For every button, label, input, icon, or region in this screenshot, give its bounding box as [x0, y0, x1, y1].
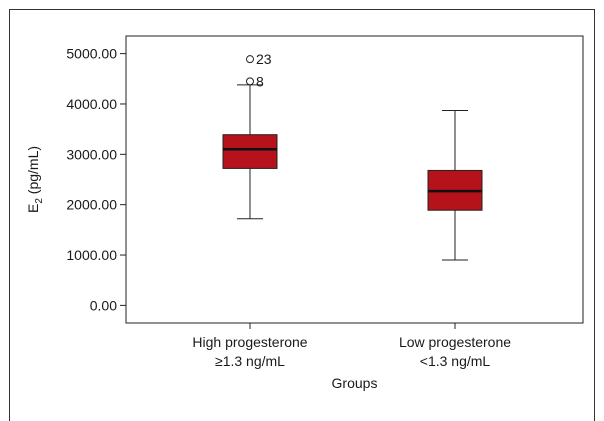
y-axis-title-subscript: 2	[34, 198, 45, 204]
outlier-label: 8	[256, 73, 264, 89]
x-category-label: High progesterone	[192, 334, 307, 350]
x-axis: High progesterone ≥1.3 ng/mL Low progester…	[192, 323, 511, 369]
outer-border	[9, 9, 595, 421]
box-group	[427, 110, 483, 261]
y-tick-label: 1000.00	[66, 247, 117, 263]
y-tick-label: 2000.00	[66, 197, 117, 213]
outlier-point	[246, 77, 254, 86]
y-tick-label: 4000.00	[66, 96, 117, 112]
plot-frame	[125, 35, 584, 324]
outlier-label: 23	[256, 51, 272, 67]
y-axis-title-main: E	[25, 204, 41, 213]
box-group: 823	[222, 51, 278, 220]
boxes: 823	[222, 51, 483, 261]
outlier-point	[246, 55, 254, 64]
iqr-box	[222, 134, 278, 169]
x-category-label: Low progesterone	[399, 334, 511, 350]
y-tick-label: 0.00	[90, 297, 117, 313]
outer-border-line	[9, 9, 595, 421]
y-axis-title-unit: (pg/mL)	[25, 146, 41, 198]
y-tick-label: 3000.00	[66, 146, 117, 162]
x-axis-title: Groups	[332, 375, 378, 391]
x-category-label: ≥1.3 ng/mL	[215, 353, 285, 369]
y-tick-label: 5000.00	[66, 46, 117, 62]
x-category-label: <1.3 ng/mL	[420, 353, 491, 369]
plot-area	[125, 35, 584, 324]
y-axis: 0.00 1000.00 2000.00 3000.00 4000.00 5000.00	[66, 46, 126, 313]
y-axis-title: E2 (pg/mL)	[25, 146, 45, 213]
